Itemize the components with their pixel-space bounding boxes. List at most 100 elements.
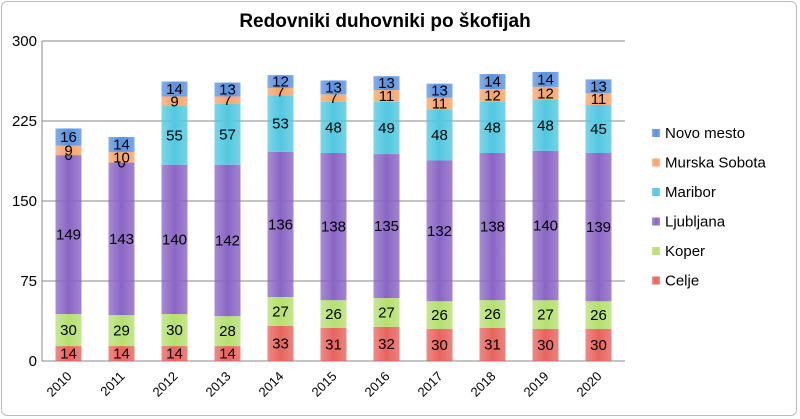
bar-segment-koper [267, 297, 294, 326]
data-label: 7 [223, 92, 231, 109]
data-label: 29 [113, 323, 130, 340]
data-label: 13 [378, 75, 395, 92]
bar-segment-maribor [320, 101, 347, 153]
bar-segment-novo-mesto [585, 79, 612, 94]
bar-segment-maribor [373, 101, 400, 155]
data-label: 11 [379, 88, 395, 105]
legend-swatch [652, 129, 660, 137]
data-label: 30 [431, 337, 448, 354]
bar-segment-novo-mesto [161, 81, 188, 97]
bar-segment-koper [426, 301, 453, 329]
data-label: 27 [378, 304, 395, 321]
x-tick-label: 2018 [468, 369, 499, 400]
data-label: 13 [325, 79, 342, 96]
legend-label: Koper [665, 243, 705, 260]
data-label: 14 [537, 71, 554, 88]
bar-segment-ljubljana [373, 154, 400, 299]
data-label: 14 [60, 346, 77, 363]
x-tick-label: 2015 [309, 369, 340, 400]
data-label: 30 [60, 322, 77, 339]
bar-segment-celje [108, 346, 135, 361]
bar-segment-murska-sobota [108, 151, 135, 163]
bar-segment-murska-sobota [426, 97, 453, 110]
data-label: 53 [272, 116, 289, 133]
x-axis: 2010 2011 2012 2013 2014 2015 2016 2017 2018 2019… [44, 369, 605, 400]
data-label: 149 [56, 227, 81, 244]
data-label: 10 [113, 149, 130, 166]
data-label: 13 [431, 83, 448, 100]
data-label: 16 [60, 129, 77, 146]
y-tick-label: 300 [12, 33, 37, 50]
bar-segment-celje [479, 327, 506, 361]
bar-segment-murska-sobota [373, 90, 400, 102]
y-tick-label: 0 [29, 353, 37, 370]
bar-segment-ljubljana [214, 164, 241, 317]
data-label: 14 [113, 136, 130, 153]
bar-segment-koper [532, 300, 559, 329]
data-label: 26 [325, 306, 342, 323]
bar-segment-murska-sobota [214, 96, 241, 104]
data-label: 7 [329, 90, 337, 107]
data-label: 48 [325, 119, 342, 136]
x-tick-label: 2016 [362, 369, 393, 400]
bar-segment-celje [214, 346, 241, 361]
data-label: 9 [64, 142, 72, 159]
legend-label: Murska Sobota [665, 155, 767, 172]
bar-segment-celje [373, 326, 400, 361]
bar-segment-murska-sobota [161, 96, 188, 107]
data-label: 12 [537, 85, 554, 102]
x-tick-label: 2012 [150, 369, 181, 400]
legend-label: Celje [665, 273, 699, 290]
bar-segment-novo-mesto [320, 80, 347, 95]
bar-segment-murska-sobota [585, 93, 612, 105]
data-label: 32 [378, 336, 395, 353]
bar-segment-novo-mesto [532, 71, 559, 87]
data-label: 13 [219, 82, 236, 99]
data-label: 135 [374, 218, 399, 235]
bar-segment-ljubljana [55, 155, 82, 315]
bars: 1430149091614291430101414301405591414281… [55, 71, 612, 363]
data-label: 14 [166, 346, 183, 363]
y-tick-label: 150 [12, 193, 37, 210]
data-label: 27 [272, 303, 289, 320]
bar-segment-koper [320, 300, 347, 328]
bar-segment-maribor [214, 103, 241, 165]
data-label: 9 [170, 93, 178, 110]
bar-segment-celje [55, 346, 82, 361]
data-label: 139 [586, 219, 611, 236]
data-label: 138 [480, 219, 505, 236]
bar-segment-ljubljana [267, 151, 294, 297]
legend-label: Novo mesto [665, 125, 745, 142]
bar-segment-celje [161, 346, 188, 361]
legend-swatch [652, 188, 660, 196]
data-label: 7 [276, 84, 284, 101]
bar-segment-ljubljana [585, 153, 612, 302]
bar-segment-celje [532, 329, 559, 361]
data-label: 33 [272, 335, 289, 352]
data-label: 11 [591, 91, 607, 108]
bar-segment-murska-sobota [479, 89, 506, 102]
bar-segment-novo-mesto [214, 82, 241, 97]
bar-segment-novo-mesto [108, 137, 135, 152]
data-label: 30 [537, 337, 554, 354]
data-label: 30 [590, 337, 607, 354]
legend-swatch [652, 217, 660, 226]
x-tick-label: 2017 [415, 369, 446, 400]
data-label: 14 [219, 346, 236, 363]
bar-segment-novo-mesto [55, 128, 82, 146]
data-label: 49 [378, 120, 395, 137]
bar-segment-ljubljana [108, 162, 135, 316]
bar-segment-novo-mesto [267, 75, 294, 88]
y-tick-label: 75 [20, 273, 37, 290]
data-label: 57 [219, 126, 236, 143]
bar-segment-celje [585, 329, 612, 361]
data-label: 143 [109, 231, 134, 248]
x-tick-label: 2020 [574, 369, 605, 400]
bar-segment-novo-mesto [426, 83, 453, 98]
bar-segment-maribor [267, 95, 294, 152]
x-tick-label: 2011 [97, 369, 127, 399]
data-label: 12 [484, 87, 501, 104]
bar-segment-maribor [161, 106, 188, 165]
data-label: 14 [484, 74, 501, 91]
